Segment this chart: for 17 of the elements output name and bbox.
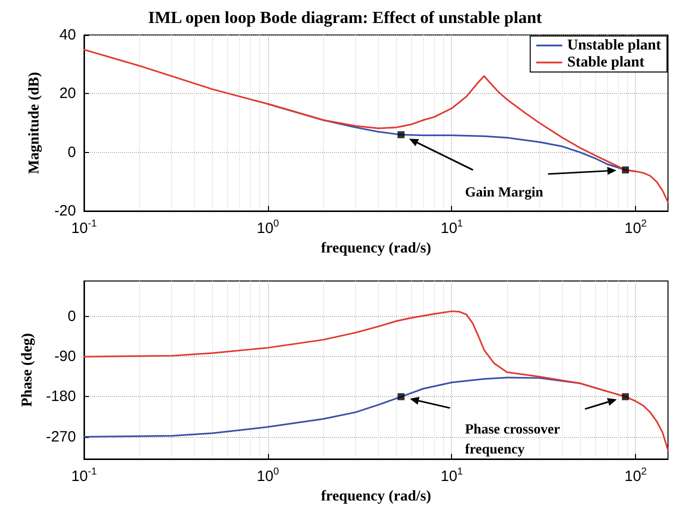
y-tick-label: -180 <box>46 388 76 406</box>
y-tick-label: -20 <box>54 202 76 220</box>
y-tick-label: -270 <box>46 428 76 446</box>
y-axis-title: Magnitude (dB) <box>26 72 42 174</box>
y-tick-label: 0 <box>68 308 76 326</box>
y-tick-label: 40 <box>59 26 76 44</box>
y-tick-label: 0 <box>68 144 76 161</box>
annotation: Gain Margin <box>465 186 544 200</box>
x-axis-title: frequency (rad/s) <box>320 488 432 504</box>
y-tick-label: -90 <box>54 348 76 366</box>
chart-title: IML open loop Bode diagram: Effect of unstable plant <box>148 8 542 27</box>
legend-label: Stable plant <box>567 54 644 70</box>
legend-label: Unstable plant <box>567 38 662 54</box>
y-axis-title: Phase (deg) <box>20 333 36 407</box>
x-axis-title: frequency (rad/s) <box>320 240 432 256</box>
y-tick-label: 20 <box>59 85 76 102</box>
annotation: Phase crossover frequency <box>465 422 560 458</box>
